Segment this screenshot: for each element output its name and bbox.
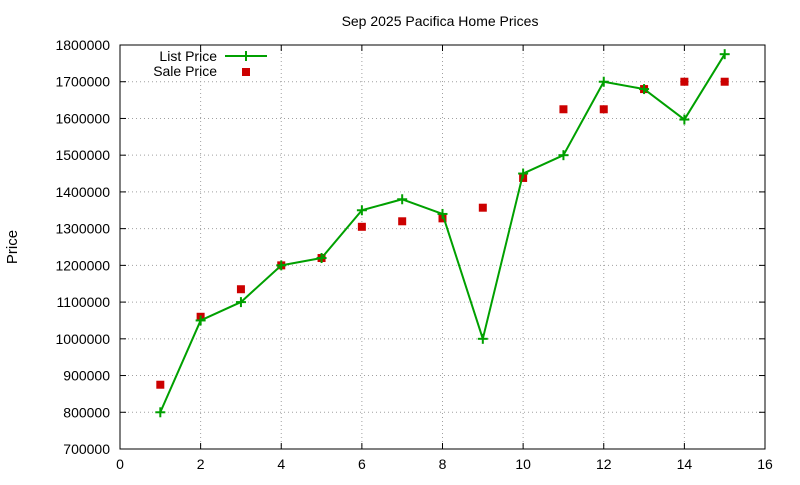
x-tick-label: 14 [677,456,693,472]
y-tick-label: 1000000 [55,331,110,347]
grid [120,45,765,449]
legend-marker-list-price [241,51,251,61]
axis-ticks [119,44,766,450]
y-tick-label: 1300000 [55,221,110,237]
list-price-point [679,114,690,125]
x-tick-label: 12 [596,456,612,472]
y-tick-label: 1600000 [55,110,110,126]
list-price-point [195,315,206,326]
list-price-point [235,297,246,308]
x-tick-label: 0 [116,456,124,472]
x-tick-label: 6 [358,456,366,472]
list-price-point [437,208,448,219]
y-tick-label: 900000 [63,368,110,384]
series [155,49,730,418]
list-price-point [558,150,569,161]
legend-marker-sale-price [242,68,250,76]
list-price-point [639,84,650,95]
sale-price-point [156,380,165,389]
list-price-point [276,260,287,271]
x-tick-label: 16 [757,456,773,472]
chart-title: Sep 2025 Pacifica Home Prices [342,13,539,29]
legend-label-list-price: List Price [159,48,217,64]
x-tick-label: 10 [515,456,531,472]
x-tick-label: 8 [439,456,447,472]
y-tick-label: 1800000 [55,37,110,53]
list-price-point [598,76,609,87]
list-price-point [397,194,408,205]
sale-price-point [398,217,407,226]
y-tick-label: 1500000 [55,147,110,163]
y-tick-label: 1700000 [55,74,110,90]
sale-price-point [357,222,366,231]
legend-label-sale-price: Sale Price [153,63,217,79]
legend: List Price Sale Price [153,48,267,79]
sale-price-point [559,105,568,114]
y-tick-label: 1200000 [55,257,110,273]
list-price-point [316,253,327,264]
sale-price-point [720,77,729,86]
plot-frame [119,44,766,450]
y-tick-label: 800000 [63,404,110,420]
list-price-point [155,407,166,418]
list-price-point [518,168,529,179]
y-tick-label: 1100000 [57,294,111,310]
sale-price-point [236,285,245,294]
x-tick-label: 4 [277,456,285,472]
list-price-point [356,205,367,216]
y-axis-title: Price [4,230,21,264]
list-price-point [719,49,730,60]
sale-price-point [680,77,689,86]
y-tick-label: 1400000 [55,184,110,200]
sale-price-point [478,203,487,212]
list-price-point [477,333,488,344]
x-tick-label: 2 [197,456,205,472]
y-tick-label: 700000 [63,441,110,457]
sale-price-point [599,105,608,114]
tick-labels: 0 2 4 6 8 10 12 14 16 700000 800000 900000 1000000 11… [55,37,773,472]
